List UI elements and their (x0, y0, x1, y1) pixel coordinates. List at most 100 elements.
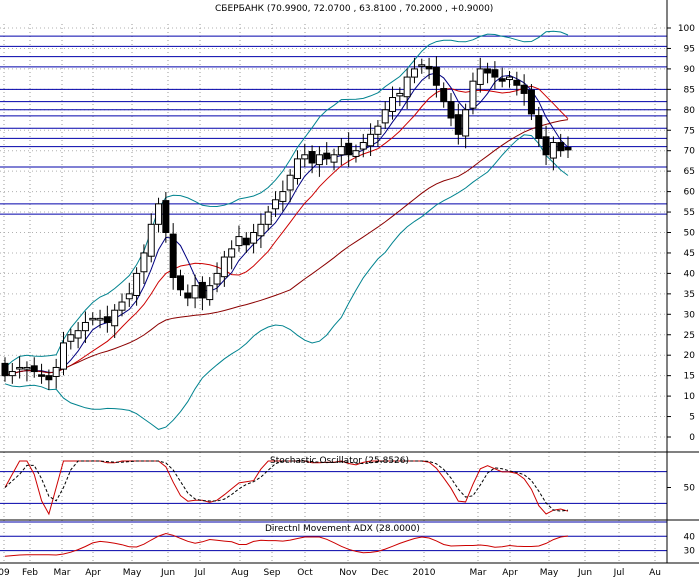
adx-tick-label: 30 (684, 547, 696, 557)
x-tick-label: Mar (54, 568, 71, 578)
candle-body (81, 321, 89, 332)
candle-body (45, 375, 53, 381)
moving-average-long-line (4, 119, 569, 377)
candle-body (191, 285, 199, 299)
bollinger-upper-line (4, 30, 569, 368)
price-tick-label: 30 (684, 310, 696, 320)
candle-body (389, 97, 397, 112)
candle-body (257, 223, 265, 237)
candle-body (557, 142, 565, 152)
candle-body (264, 211, 272, 225)
candle-body (206, 285, 214, 301)
candle-body (176, 275, 184, 291)
adx-tick-label: 40 (684, 532, 696, 542)
candle-body (476, 68, 484, 85)
candle-body (286, 174, 294, 191)
candle-body (162, 200, 170, 234)
x-tick-label: May (540, 568, 559, 578)
chart-title: СБЕРБАНК (70.9900, 72.0700 , 63.8100 , 7… (215, 4, 493, 14)
adx-label: Directnl Movement ADX (28.0000) (265, 524, 420, 534)
candle-body (16, 366, 24, 370)
candle-body (125, 293, 133, 300)
candle-body (213, 272, 221, 285)
candle-body (564, 146, 572, 151)
candle-body (484, 68, 492, 74)
candle-body (96, 317, 104, 321)
x-tick-label: May (123, 568, 142, 578)
candle-body (535, 115, 543, 139)
candle-body (8, 371, 16, 377)
candle-body (30, 365, 38, 373)
moving-average-navy-line (4, 72, 569, 377)
price-tick-label: 25 (684, 331, 695, 341)
candle-body (425, 65, 433, 70)
candle-body (418, 64, 426, 67)
price-tick-label: 20 (684, 351, 696, 361)
adx-line (4, 532, 569, 557)
candle-body (520, 84, 528, 94)
x-tick-label: Feb (22, 568, 38, 578)
candle-body (52, 366, 60, 377)
candle-body (74, 330, 82, 339)
candle-body (1, 362, 9, 377)
price-tick-label: 40 (684, 269, 696, 279)
candle-body (359, 142, 367, 150)
candle-body (315, 154, 323, 166)
candle-body (440, 88, 448, 103)
candle-body (67, 334, 75, 342)
price-tick-label: 50 (684, 229, 696, 239)
price-tick-label: 100 (678, 24, 695, 34)
candle-body (462, 109, 470, 137)
bollinger-lower-line (4, 134, 569, 430)
candle-body (491, 69, 499, 78)
x-tick-label: Au (649, 568, 661, 578)
x-tick-label: Dec (371, 568, 388, 578)
candle-body (367, 133, 375, 147)
price-tick-label: 0 (689, 433, 695, 443)
x-tick-label: Jul (194, 568, 206, 578)
x-tick-label: Jun (577, 568, 592, 578)
candle-body (308, 151, 316, 164)
candle-body (469, 80, 477, 109)
candle-body (133, 272, 141, 296)
price-tick-label: 15 (684, 372, 695, 382)
price-tick-label: 85 (684, 85, 695, 95)
candle-body (454, 114, 462, 135)
candle-body (89, 317, 97, 321)
x-tick-label: Apr (85, 568, 101, 578)
candle-body (235, 236, 243, 247)
candle-body (337, 146, 345, 156)
candle-body (147, 223, 155, 257)
candle-body (301, 154, 309, 160)
candle-body (293, 158, 301, 180)
x-tick-label: Aug (231, 568, 249, 578)
candle-body (542, 136, 550, 156)
candle-body (447, 101, 455, 119)
candle-body (118, 301, 126, 311)
candle-body (513, 79, 521, 86)
x-tick-label: Mar (470, 568, 487, 578)
stochastic-label: Stochastic Oscillator (25.8526) (270, 456, 409, 466)
candle-body (527, 89, 535, 115)
price-tick-label: 70 (684, 147, 696, 157)
candle-body (403, 76, 411, 98)
price-tick-label: 90 (684, 65, 696, 75)
price-tick-label: 80 (684, 106, 696, 116)
stochastic-k-line (4, 460, 569, 516)
candle-body (381, 109, 389, 124)
candle-body (38, 374, 46, 377)
candle-body (169, 233, 177, 278)
candle-body (432, 66, 440, 86)
stochastic-tick-label: 50 (684, 484, 696, 494)
candle-body (155, 203, 163, 225)
price-tick-label: 35 (684, 290, 695, 300)
x-tick-label: Jul (613, 568, 625, 578)
price-tick-label: 5 (689, 413, 695, 423)
price-tick-label: 10 (684, 392, 696, 402)
candle-body (23, 366, 31, 370)
candle-body (410, 68, 418, 78)
candle-body (220, 256, 228, 278)
x-tick-label: 2010 (413, 568, 436, 578)
